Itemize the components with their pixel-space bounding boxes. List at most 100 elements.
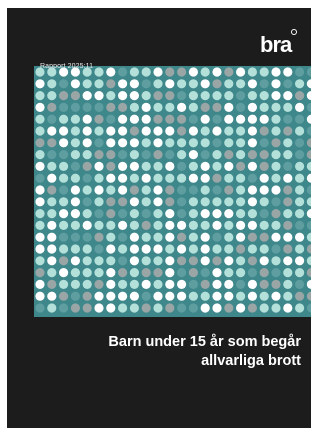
pattern-dot bbox=[47, 91, 57, 101]
pattern-dot bbox=[259, 256, 269, 266]
pattern-dot bbox=[224, 185, 234, 195]
pattern-dot bbox=[118, 79, 128, 89]
pattern-dot bbox=[47, 279, 57, 289]
report-cover: bra Rapport 2025:11 Barn under 15 år som… bbox=[7, 8, 311, 428]
pattern-dot bbox=[271, 303, 281, 313]
pattern-dot bbox=[118, 185, 128, 195]
pattern-dot bbox=[141, 102, 151, 112]
pattern-dot bbox=[177, 220, 187, 230]
report-number: Rapport 2025:11 bbox=[40, 63, 94, 70]
pattern-dot bbox=[247, 232, 257, 242]
pattern-dot bbox=[47, 232, 57, 242]
pattern-dot bbox=[236, 220, 246, 230]
pattern-dot bbox=[295, 268, 305, 278]
pattern-dot bbox=[200, 220, 210, 230]
pattern-dot bbox=[271, 91, 281, 101]
pattern-dot bbox=[118, 67, 128, 77]
pattern-dot bbox=[165, 67, 175, 77]
pattern-dot bbox=[153, 150, 163, 160]
pattern-dot bbox=[200, 279, 210, 289]
pattern-dot bbox=[70, 279, 80, 289]
pattern-dot bbox=[47, 197, 57, 207]
pattern-dot bbox=[188, 256, 198, 266]
pattern-dot bbox=[236, 161, 246, 171]
pattern-dot bbox=[271, 244, 281, 254]
pattern-dot bbox=[188, 197, 198, 207]
pattern-dot bbox=[295, 126, 305, 136]
pattern-dot bbox=[94, 232, 104, 242]
pattern-dot bbox=[165, 209, 175, 219]
pattern-dot bbox=[153, 279, 163, 289]
pattern-dot bbox=[118, 256, 128, 266]
pattern-dot bbox=[283, 67, 293, 77]
pattern-dot bbox=[153, 220, 163, 230]
pattern-dot bbox=[59, 150, 69, 160]
pattern-dot bbox=[141, 79, 151, 89]
pattern-dot bbox=[247, 244, 257, 254]
pattern-dot bbox=[224, 67, 234, 77]
pattern-dot bbox=[118, 303, 128, 313]
pattern-dot bbox=[247, 161, 257, 171]
pattern-dot bbox=[165, 303, 175, 313]
pattern-dot bbox=[106, 291, 116, 301]
pattern-dot bbox=[70, 197, 80, 207]
pattern-dot bbox=[283, 291, 293, 301]
pattern-dot bbox=[47, 138, 57, 148]
pattern-dot bbox=[141, 161, 151, 171]
pattern-dot bbox=[295, 197, 305, 207]
pattern-dot bbox=[247, 220, 257, 230]
pattern-dot bbox=[82, 126, 92, 136]
pattern-dot bbox=[295, 79, 305, 89]
pattern-dot bbox=[188, 114, 198, 124]
pattern-dot bbox=[259, 79, 269, 89]
pattern-dot bbox=[188, 79, 198, 89]
pattern-dot bbox=[118, 114, 128, 124]
pattern-dot bbox=[47, 126, 57, 136]
pattern-dot bbox=[47, 244, 57, 254]
pattern-dot bbox=[212, 197, 222, 207]
pattern-dot bbox=[165, 91, 175, 101]
pattern-dot bbox=[200, 291, 210, 301]
pattern-dot bbox=[306, 67, 311, 77]
pattern-dot bbox=[224, 126, 234, 136]
pattern-dot bbox=[247, 114, 257, 124]
pattern-dot bbox=[141, 67, 151, 77]
pattern-dot bbox=[94, 138, 104, 148]
pattern-dot bbox=[177, 114, 187, 124]
pattern-dot bbox=[212, 161, 222, 171]
pattern-dot bbox=[47, 114, 57, 124]
pattern-dot bbox=[188, 126, 198, 136]
pattern-dot bbox=[271, 138, 281, 148]
pattern-dot bbox=[129, 79, 139, 89]
pattern-dot bbox=[212, 268, 222, 278]
pattern-dot bbox=[165, 161, 175, 171]
pattern-dot bbox=[153, 102, 163, 112]
pattern-dot bbox=[165, 256, 175, 266]
pattern-dot bbox=[236, 244, 246, 254]
pattern-dot bbox=[118, 161, 128, 171]
pattern-dot bbox=[82, 279, 92, 289]
pattern-dot bbox=[212, 220, 222, 230]
pattern-dot bbox=[106, 91, 116, 101]
pattern-dot bbox=[271, 220, 281, 230]
pattern-dot bbox=[188, 209, 198, 219]
pattern-dot bbox=[259, 232, 269, 242]
pattern-dot bbox=[118, 279, 128, 289]
pattern-dot bbox=[177, 303, 187, 313]
pattern-dot bbox=[70, 126, 80, 136]
pattern-dot bbox=[200, 138, 210, 148]
pattern-dot bbox=[177, 185, 187, 195]
pattern-dot bbox=[236, 173, 246, 183]
bra-logo: bra bbox=[260, 28, 300, 56]
pattern-dot bbox=[106, 161, 116, 171]
pattern-dot bbox=[259, 150, 269, 160]
pattern-dot bbox=[177, 126, 187, 136]
pattern-dot bbox=[306, 232, 311, 242]
pattern-dot bbox=[224, 173, 234, 183]
pattern-dot bbox=[141, 256, 151, 266]
pattern-dot bbox=[271, 102, 281, 112]
pattern-dot bbox=[82, 209, 92, 219]
pattern-dot bbox=[165, 197, 175, 207]
pattern-dot bbox=[224, 161, 234, 171]
pattern-dot bbox=[224, 91, 234, 101]
